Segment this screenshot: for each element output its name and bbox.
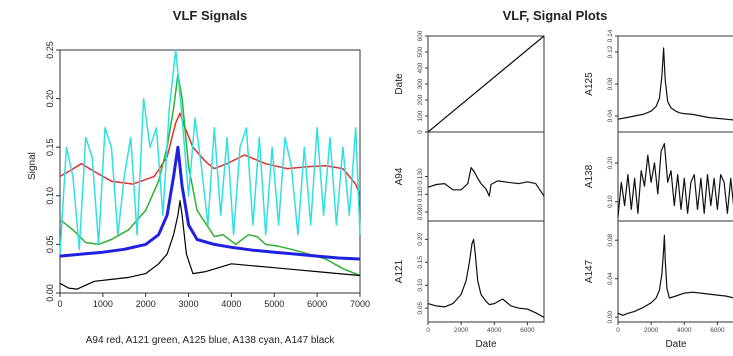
series-line-a147 xyxy=(59,200,361,290)
x-tick-label: 4000 xyxy=(221,299,241,309)
x-tick-label: 5000 xyxy=(264,299,284,309)
panel-frame xyxy=(617,131,733,222)
panel-series-line xyxy=(617,47,733,121)
x-tick-label: 6000 xyxy=(307,299,327,309)
panel-y-tick-label: 400 xyxy=(417,62,424,73)
left-chart-title: VLF Signals xyxy=(173,8,247,23)
panel-y-tick-label: 0.12 xyxy=(607,45,614,58)
panel-y-tick-label: 0.090 xyxy=(417,204,424,221)
main-plot-frame xyxy=(59,49,361,294)
panel-a125: A125 0.04 0.08 0.12 0.14 xyxy=(584,29,733,133)
x-tick-label: 2000 xyxy=(136,299,156,309)
panel-y-tick-label: 100 xyxy=(417,110,424,121)
panel-y-tick-label: 200 xyxy=(417,94,424,105)
panel-frame xyxy=(617,220,733,323)
signal-panels: Date 0 100 200 300 400 500 600 A94 0.090 0.1100.13… xyxy=(394,29,733,350)
panel-y-tick-label: 0.08 xyxy=(607,234,614,247)
panel-x-tick-label: 4000 xyxy=(677,327,692,334)
panel-x-tick-label: 0 xyxy=(426,327,430,334)
series-line-a138 xyxy=(59,49,361,255)
panel-series-line xyxy=(427,167,545,197)
panel-x-tick-label: 6000 xyxy=(520,327,535,334)
x-tick-label: 3000 xyxy=(179,299,199,309)
panel-y-tick-label: 0.14 xyxy=(607,29,614,42)
panel-frame xyxy=(427,131,545,222)
panel-frame xyxy=(617,35,733,133)
panel-y-tick-label: 0.20 xyxy=(607,156,614,169)
panel-xlabel: Date xyxy=(475,339,497,350)
panel-ylabel: A125 xyxy=(584,72,595,96)
y-tick-label: 0.20 xyxy=(45,90,55,108)
panel-series-line xyxy=(427,238,545,318)
panel-xlabel: Date xyxy=(665,339,687,350)
panel-y-tick-label: 600 xyxy=(417,30,424,41)
panel-a138: A138 0.10 0.20 xyxy=(584,131,733,222)
x-tick-label: 0 xyxy=(57,299,62,309)
panel-ylabel: Date xyxy=(394,73,405,95)
panel-series-line xyxy=(427,35,545,133)
panel-y-tick-label: 0.10 xyxy=(607,195,614,208)
panel-y-tick-label: 0.00 xyxy=(607,310,614,323)
panel-y-tick-label: 0.05 xyxy=(417,302,424,315)
y-tick-label: 0.05 xyxy=(45,236,55,254)
y-tick-label: 0.25 xyxy=(45,41,55,59)
panel-series-line xyxy=(617,234,733,316)
panel-x-tick-label: 2000 xyxy=(454,327,469,334)
x-tick-label: 7000 xyxy=(350,299,370,309)
panel-y-tick-label: 0.130 xyxy=(417,168,424,185)
panel-y-tick-label: 0.04 xyxy=(607,109,614,122)
panel-x-tick-label: 4000 xyxy=(487,327,502,334)
panel-y-tick-label: 0 xyxy=(417,130,424,134)
panel-y-tick-label: 0.20 xyxy=(417,233,424,246)
panel-x-tick-label: 6000 xyxy=(710,327,725,334)
y-tick-label: 0.10 xyxy=(45,187,55,205)
panel-ylabel: A94 xyxy=(394,167,405,185)
panel-y-tick-label: 0.15 xyxy=(417,256,424,269)
panel-date: Date 0 100 200 300 400 500 600 xyxy=(394,30,545,134)
panel-y-tick-label: 0.110 xyxy=(417,186,424,202)
panel-ylabel: A147 xyxy=(584,259,595,283)
y-tick-label: 0.00 xyxy=(45,284,55,302)
panel-x-tick-label: 0 xyxy=(616,327,620,334)
panel-ylabel: A138 xyxy=(584,164,595,188)
main-chart: 0 1000 2000 3000 4000 5000 6000 7000 0.00 0.05 0.1… xyxy=(45,41,370,309)
panel-y-tick-label: 300 xyxy=(417,78,424,89)
panel-y-tick-label: 0.10 xyxy=(417,279,424,292)
series-line-a125 xyxy=(59,145,361,261)
panel-series-line xyxy=(617,143,733,218)
panel-a121: A121 0.05 0.10 0.15 0.20 0 2000 4000 6000 Date xyxy=(394,220,545,350)
panel-y-tick-label: 0.08 xyxy=(607,77,614,90)
panel-x-tick-label: 2000 xyxy=(644,327,659,334)
x-tick-label: 1000 xyxy=(93,299,113,309)
panel-ylabel: A121 xyxy=(394,259,405,283)
left-chart-ylabel: Signal xyxy=(27,152,38,180)
panel-frame xyxy=(427,220,545,323)
series-line-a121 xyxy=(59,73,361,277)
panel-y-tick-label: 500 xyxy=(417,46,424,57)
panel-a147: A147 0.00 0.04 0.08 0 2000 4000 6000 Date xyxy=(584,220,733,350)
left-chart-xlabel: A94 red, A121 green, A125 blue, A138 cya… xyxy=(86,335,336,346)
y-tick-label: 0.15 xyxy=(45,138,55,156)
panel-y-tick-label: 0.04 xyxy=(607,272,614,285)
right-chart-title: VLF, Signal Plots xyxy=(503,8,608,23)
